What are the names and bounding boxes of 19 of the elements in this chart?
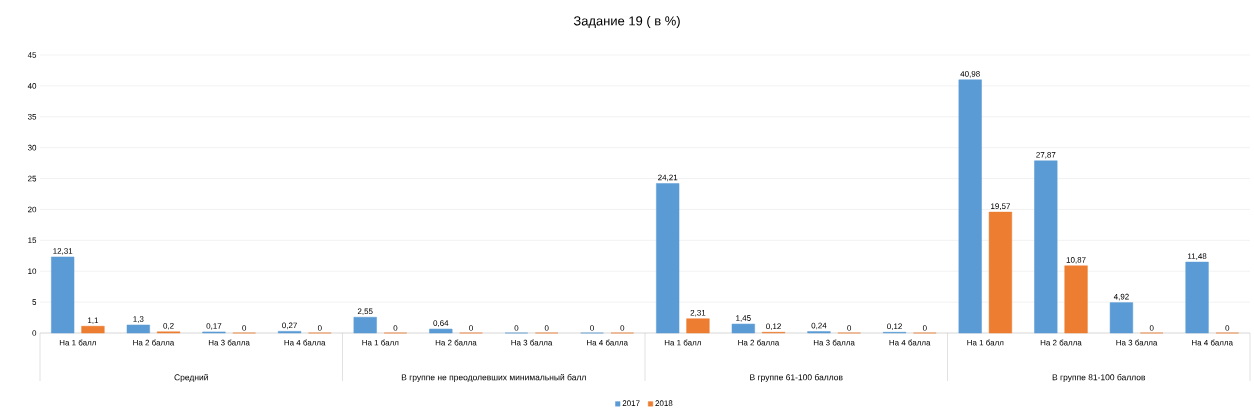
bar (958, 79, 982, 334)
bar (429, 328, 453, 334)
bar (1185, 261, 1209, 334)
bar (1034, 160, 1058, 334)
bar (988, 211, 1013, 334)
bar (731, 323, 755, 334)
text: В группе 61-100 баллов (750, 374, 843, 382)
bar (353, 317, 377, 334)
bar (81, 325, 105, 334)
bar (686, 318, 710, 334)
bar (1109, 302, 1134, 334)
text: Средний (174, 373, 208, 383)
bar (656, 183, 680, 334)
bar (51, 256, 75, 334)
text: В группе 81-100 баллов (1052, 374, 1146, 382)
chart-title: Задание 19 ( в %) (573, 15, 680, 29)
bar (126, 324, 150, 334)
text: В группе не преодолевших минимальный балл (401, 373, 586, 383)
bar (1064, 265, 1088, 334)
